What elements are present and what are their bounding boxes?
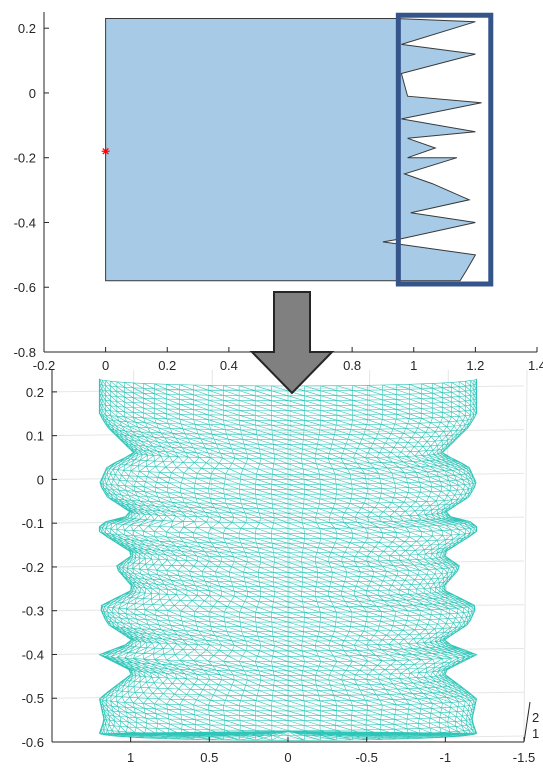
y-tick-label: 0.2 — [18, 21, 36, 36]
surface-mesh — [98, 378, 478, 741]
x-tick-label: -1 — [440, 750, 452, 765]
x-tick-label: -1.5 — [513, 750, 535, 765]
mesh-axes: 1 0.5 0 -0.5 -1 -1.5 0.2 0.1 0 -0.1 -0.2 -0.3 -0.4 -0… — [22, 370, 539, 765]
x-tick-label: -0.2 — [33, 358, 55, 373]
y-tick-label: -0.4 — [22, 647, 44, 662]
y-tick-label: -0.2 — [14, 151, 36, 166]
grid-line — [444, 369, 449, 743]
y-tick-label: 0 — [37, 472, 44, 487]
x-tick-label: 1 — [127, 750, 134, 765]
y-tick-label: 0.2 — [26, 385, 44, 400]
profile-region — [105, 18, 482, 282]
x-tick-label: -0.5 — [355, 750, 377, 765]
mesh-wireframe — [98, 378, 478, 741]
y-tick-label: -0.2 — [22, 560, 44, 575]
x-tick-label: 0.4 — [220, 358, 238, 373]
highlight-box — [395, 12, 494, 287]
marker-stroke — [102, 147, 109, 155]
x-tick-label: 1.2 — [466, 358, 484, 373]
y-tick-label: -0.4 — [14, 215, 36, 230]
y-tick-label: -0.8 — [14, 345, 36, 360]
y-tick-label: 0.1 — [26, 429, 44, 444]
y-tick-label: -0.6 — [14, 280, 36, 295]
x-tick-label: 1.4 — [528, 358, 543, 373]
x-tick-label: 0.2 — [158, 358, 176, 373]
reference-point-marker — [101, 147, 110, 156]
profile-axes: -0.200.20.40.60.811.21.40.20-0.2-0.4-0.6… — [14, 12, 543, 373]
x-tick-label: 1 — [410, 358, 417, 373]
x-tick-label: 0 — [284, 750, 291, 765]
y-tick-label: -0.6 — [22, 735, 44, 750]
mesh-plot: 1 0.5 0 -0.5 -1 -1.5 0.2 0.1 0 -0.1 -0.2 -0.3 -0.4 -0… — [22, 369, 539, 765]
x-tick-label: 0.8 — [343, 358, 361, 373]
profile-plot: -0.200.20.40.60.811.21.40.20-0.2-0.4-0.6… — [14, 12, 543, 373]
down-arrow-icon — [249, 291, 335, 395]
y-tick-label: -0.1 — [22, 516, 44, 531]
y-tick-label: -0.5 — [22, 691, 44, 706]
x-tick-label: 0.5 — [200, 750, 218, 765]
depth-axis-line — [523, 701, 531, 743]
grid-line — [208, 369, 213, 743]
x-tick-label: 0 — [102, 358, 109, 373]
y-tick-label: 0 — [29, 86, 36, 101]
y-tick-label: -0.3 — [22, 604, 44, 619]
grid-line — [523, 369, 528, 743]
depth-tick-label: 2 — [532, 710, 539, 725]
depth-tick-label: 1 — [532, 726, 539, 741]
